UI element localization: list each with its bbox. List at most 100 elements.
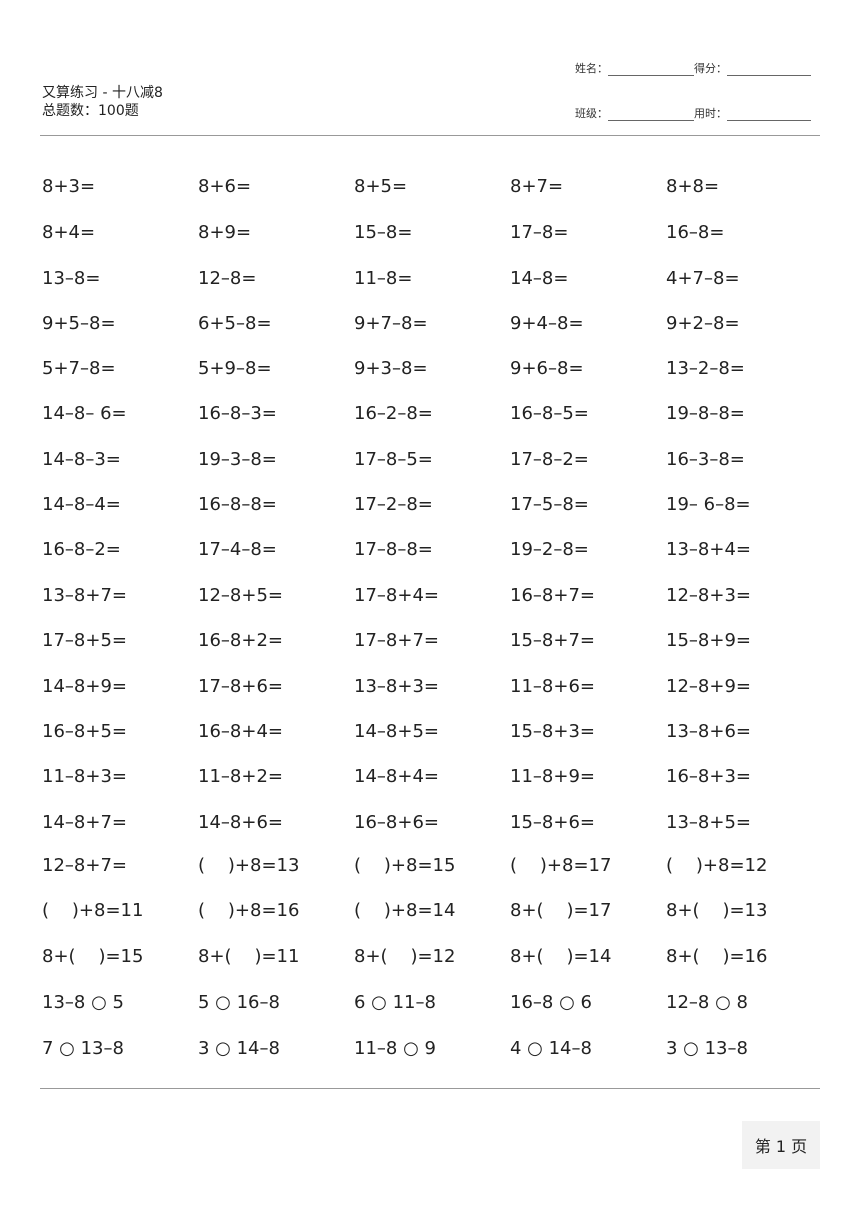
question-item: 14–8+6= <box>198 812 283 833</box>
question-item: 8+4= <box>42 222 96 243</box>
question-item: 14–8+5= <box>354 721 439 742</box>
question-item: 6+5–8= <box>198 313 272 334</box>
name-blank <box>608 65 694 76</box>
question-item: ( )+8=14 <box>354 900 456 921</box>
question-item: 12–8+9= <box>666 676 751 697</box>
question-item: 8+( )=16 <box>666 946 768 967</box>
question-item: 16–8–2= <box>42 539 121 560</box>
question-item: 13–2–8= <box>666 358 745 379</box>
footer-divider <box>40 1088 820 1089</box>
question-item: 12–8+3= <box>666 585 751 606</box>
question-item: 14–8–4= <box>42 494 121 515</box>
question-item: 4 ○ 14–8 <box>510 1038 592 1059</box>
question-item: 19– 6–8= <box>666 494 751 515</box>
name-field: 姓名： 得分： <box>575 60 811 76</box>
question-item: 9+6–8= <box>510 358 584 379</box>
page-number: 第 1 页 <box>742 1121 820 1169</box>
score-label: 得分： <box>694 62 727 75</box>
question-item: 14–8–3= <box>42 449 121 470</box>
question-item: 15–8+6= <box>510 812 595 833</box>
question-item: 16–3–8= <box>666 449 745 470</box>
class-label: 班级： <box>575 107 608 120</box>
question-item: ( )+8=13 <box>198 855 300 876</box>
class-blank <box>608 110 694 121</box>
question-item: 12–8+5= <box>198 585 283 606</box>
question-item: 13–8= <box>42 268 101 289</box>
question-item: 17–8+6= <box>198 676 283 697</box>
question-item: 16–8+5= <box>42 721 127 742</box>
time-blank <box>727 110 811 121</box>
question-item: 8+7= <box>510 176 564 197</box>
question-item: 5+7–8= <box>42 358 116 379</box>
question-item: 9+2–8= <box>666 313 740 334</box>
question-item: 8+( )=17 <box>510 900 612 921</box>
question-item: 12–8 ○ 8 <box>666 992 748 1013</box>
question-item: 16–8–5= <box>510 403 589 424</box>
question-item: 8+( )=14 <box>510 946 612 967</box>
question-item: 15–8= <box>354 222 413 243</box>
question-item: 16–8+7= <box>510 585 595 606</box>
question-item: ( )+8=12 <box>666 855 768 876</box>
class-field: 班级： 用时： <box>575 105 811 121</box>
question-item: 8+( )=13 <box>666 900 768 921</box>
question-item: 12–8+7= <box>42 855 127 876</box>
question-item: 13–8+5= <box>666 812 751 833</box>
question-item: 17–8= <box>510 222 569 243</box>
question-item: 17–8–2= <box>510 449 589 470</box>
question-item: 5+9–8= <box>198 358 272 379</box>
question-item: 13–8+3= <box>354 676 439 697</box>
question-item: 11–8+2= <box>198 766 283 787</box>
question-item: ( )+8=15 <box>354 855 456 876</box>
worksheet-title: 又算练习 - 十八减8 <box>42 85 163 101</box>
question-item: 8+( )=12 <box>354 946 456 967</box>
question-item: 17–8+7= <box>354 630 439 651</box>
question-item: 3 ○ 13–8 <box>666 1038 748 1059</box>
question-item: 8+3= <box>42 176 96 197</box>
question-item: 16–8+2= <box>198 630 283 651</box>
question-item: 5 ○ 16–8 <box>198 992 280 1013</box>
question-item: 12–8= <box>198 268 257 289</box>
question-item: 14–8– 6= <box>42 403 127 424</box>
question-item: 8+6= <box>198 176 252 197</box>
question-count: 总题数：100题 <box>42 103 139 119</box>
question-item: 17–4–8= <box>198 539 277 560</box>
question-item: ( )+8=11 <box>42 900 144 921</box>
question-item: 16–8+4= <box>198 721 283 742</box>
question-item: 9+3–8= <box>354 358 428 379</box>
question-item: 11–8+9= <box>510 766 595 787</box>
question-item: 8+9= <box>198 222 252 243</box>
question-item: 14–8+9= <box>42 676 127 697</box>
header-divider <box>40 135 820 136</box>
question-item: 13–8+6= <box>666 721 751 742</box>
question-item: 17–8+4= <box>354 585 439 606</box>
question-item: 13–8+7= <box>42 585 127 606</box>
question-item: 16–8= <box>666 222 725 243</box>
question-item: 11–8 ○ 9 <box>354 1038 436 1059</box>
question-item: 19–8–8= <box>666 403 745 424</box>
question-item: 9+5–8= <box>42 313 116 334</box>
question-item: 14–8= <box>510 268 569 289</box>
question-item: 15–8+7= <box>510 630 595 651</box>
question-item: 11–8+6= <box>510 676 595 697</box>
time-label: 用时： <box>694 107 727 120</box>
question-item: 4+7–8= <box>666 268 740 289</box>
question-item: 16–8+3= <box>666 766 751 787</box>
question-item: 3 ○ 14–8 <box>198 1038 280 1059</box>
question-item: 16–8–3= <box>198 403 277 424</box>
question-item: 17–8–8= <box>354 539 433 560</box>
question-item: 17–5–8= <box>510 494 589 515</box>
question-item: 15–8+3= <box>510 721 595 742</box>
question-item: 15–8+9= <box>666 630 751 651</box>
question-item: 16–8 ○ 6 <box>510 992 592 1013</box>
question-item: 13–8+4= <box>666 539 751 560</box>
question-item: 17–8+5= <box>42 630 127 651</box>
question-item: 16–8+6= <box>354 812 439 833</box>
question-item: 8+( )=11 <box>198 946 300 967</box>
question-item: 16–2–8= <box>354 403 433 424</box>
question-item: 19–2–8= <box>510 539 589 560</box>
question-item: 9+7–8= <box>354 313 428 334</box>
question-item: 9+4–8= <box>510 313 584 334</box>
question-item: 11–8= <box>354 268 413 289</box>
name-label: 姓名： <box>575 62 608 75</box>
